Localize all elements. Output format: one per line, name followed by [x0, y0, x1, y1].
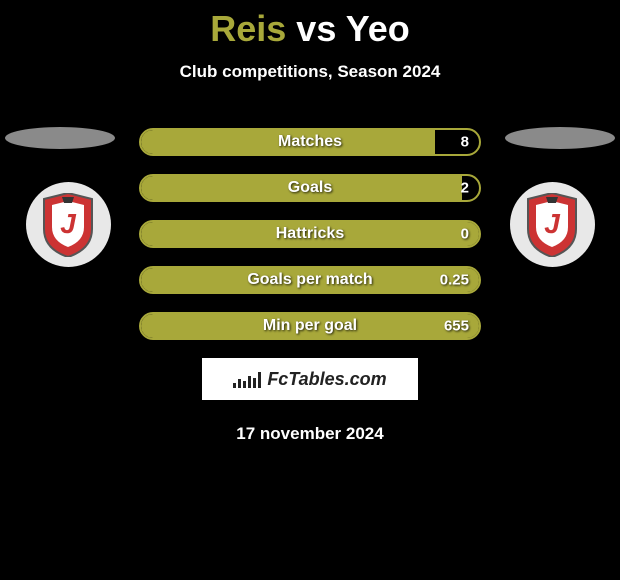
stat-label: Goals	[141, 179, 479, 197]
date-text: 17 november 2024	[0, 424, 620, 444]
stats-area: J J Matches 8 Goals 2	[0, 127, 620, 340]
stat-value: 655	[444, 318, 469, 335]
stat-rows: Matches 8 Goals 2 Hattricks 0 Goals per …	[139, 127, 481, 340]
stat-value: 0	[461, 226, 469, 243]
brand-text: FcTables.com	[267, 369, 386, 390]
stat-label: Hattricks	[141, 225, 479, 243]
player2-club-badge: J	[502, 182, 602, 267]
player1-name: Reis	[210, 8, 286, 49]
stat-value: 8	[461, 134, 469, 151]
svg-text:J: J	[60, 208, 77, 239]
player2-name: Yeo	[346, 8, 410, 49]
vs-label: vs	[296, 8, 336, 49]
page-title: Reis vs Yeo	[0, 0, 620, 50]
stat-label: Min per goal	[141, 317, 479, 335]
bar-chart-icon	[233, 370, 261, 388]
stat-row-goals-per-match: Goals per match 0.25	[139, 266, 481, 294]
player1-shadow-oval	[5, 127, 115, 149]
svg-text:J: J	[544, 208, 561, 239]
stat-row-matches: Matches 8	[139, 128, 481, 156]
stat-row-hattricks: Hattricks 0	[139, 220, 481, 248]
stat-label: Matches	[141, 133, 479, 151]
stat-value: 0.25	[440, 272, 469, 289]
stat-value: 2	[461, 180, 469, 197]
player1-club-badge: J	[18, 182, 118, 267]
shield-icon: J	[40, 193, 96, 257]
subtitle: Club competitions, Season 2024	[0, 62, 620, 82]
brand-box[interactable]: FcTables.com	[202, 358, 418, 400]
stat-row-goals: Goals 2	[139, 174, 481, 202]
player2-shadow-oval	[505, 127, 615, 149]
shield-icon: J	[524, 193, 580, 257]
stat-row-min-per-goal: Min per goal 655	[139, 312, 481, 340]
badge-circle: J	[510, 182, 595, 267]
stat-label: Goals per match	[141, 271, 479, 289]
badge-circle: J	[26, 182, 111, 267]
